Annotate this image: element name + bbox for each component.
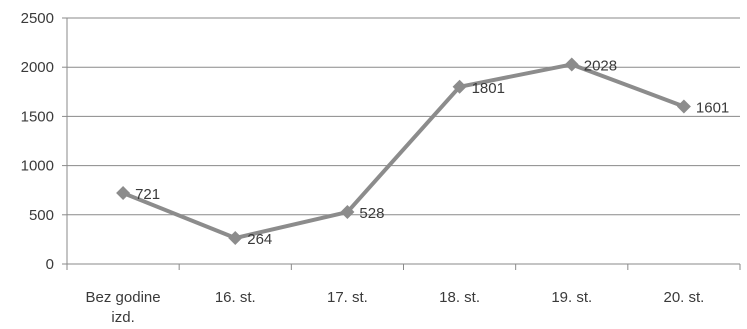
data-point-marker (340, 205, 355, 220)
data-point-marker (452, 79, 467, 94)
data-labels: 721 264 528 1801 2028 1601 (135, 57, 729, 248)
data-point-marker (116, 186, 131, 201)
data-label: 1801 (472, 80, 505, 97)
data-label: 2028 (584, 57, 617, 74)
y-tick-label: 2000 (21, 59, 54, 76)
x-tick-label: Bez godine izd. (86, 289, 161, 326)
series (116, 57, 691, 246)
data-label: 528 (359, 205, 384, 222)
data-point-marker (564, 57, 579, 72)
axes (62, 17, 741, 270)
y-tick-label: 500 (29, 207, 54, 224)
x-tick-label: 19. st. (551, 289, 592, 306)
data-label: 264 (247, 231, 272, 248)
y-tick-label: 0 (46, 256, 54, 273)
data-point-marker (676, 99, 691, 114)
x-tick-label: 17. st. (327, 289, 368, 306)
series-line (122, 62, 685, 241)
y-tick-label: 1000 (21, 158, 54, 175)
y-tick-labels: 0 500 1000 1500 2000 2500 (21, 10, 54, 273)
gridlines (67, 17, 740, 216)
x-tick-label: 16. st. (215, 289, 256, 306)
y-tick-label: 1500 (21, 108, 54, 125)
x-tick-labels: Bez godine izd. 16. st. 17. st. 18. st. 19. s… (86, 289, 705, 326)
data-label: 721 (135, 186, 160, 203)
data-point-marker (228, 231, 243, 246)
x-tick-label: 20. st. (663, 289, 704, 306)
data-label: 1601 (696, 99, 729, 116)
y-tick-label: 2500 (21, 10, 54, 27)
x-tick-label: 18. st. (439, 289, 480, 306)
